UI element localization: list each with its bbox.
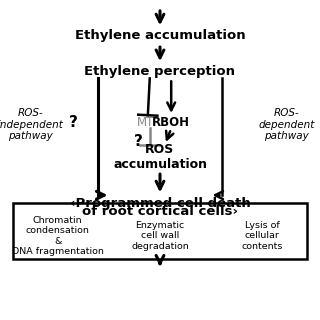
Text: ?: ? — [134, 134, 143, 149]
Text: Chromatin
condensation
&
DNA fragmentation: Chromatin condensation & DNA fragmentati… — [12, 216, 104, 256]
Text: ?: ? — [69, 115, 78, 130]
Text: RBOH: RBOH — [152, 116, 190, 129]
Text: Ethylene accumulation: Ethylene accumulation — [75, 29, 245, 42]
Text: ROS-
independent
pathway: ROS- independent pathway — [0, 108, 63, 141]
Text: ‹Programmed cell death: ‹Programmed cell death — [70, 197, 250, 210]
Text: Lysis of
cellular
contents: Lysis of cellular contents — [242, 221, 283, 251]
FancyBboxPatch shape — [13, 203, 307, 259]
Text: Enzymatic
cell wall
degradation: Enzymatic cell wall degradation — [131, 221, 189, 251]
Text: ROS-
dependent
pathway: ROS- dependent pathway — [258, 108, 315, 141]
Text: MT: MT — [137, 116, 154, 129]
Text: of root cortical cells›: of root cortical cells› — [82, 205, 238, 218]
Text: Ethylene perception: Ethylene perception — [84, 65, 236, 78]
Text: ROS
accumulation: ROS accumulation — [113, 143, 207, 172]
